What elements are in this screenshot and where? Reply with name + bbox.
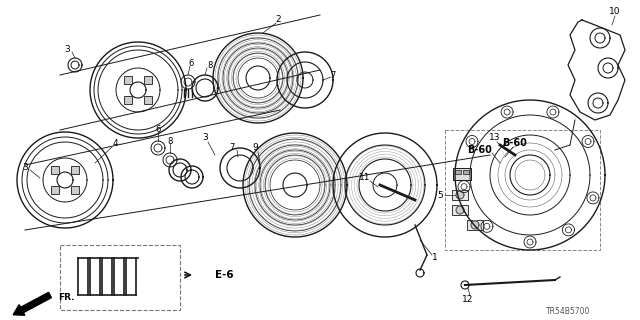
Text: FR.: FR.: [58, 293, 74, 302]
Bar: [445, 130, 600, 250]
Text: 3: 3: [64, 45, 70, 54]
Text: 13: 13: [489, 133, 500, 142]
Polygon shape: [456, 206, 464, 214]
Text: 9: 9: [252, 143, 258, 153]
Bar: [71, 186, 79, 194]
Bar: [453, 168, 471, 180]
Text: 6: 6: [156, 125, 161, 134]
Text: 10: 10: [609, 7, 621, 17]
Text: 4: 4: [112, 139, 118, 148]
Bar: [467, 220, 483, 230]
Text: E-6: E-6: [215, 270, 234, 280]
Polygon shape: [456, 191, 464, 199]
Bar: [51, 166, 59, 174]
Bar: [124, 96, 132, 104]
Text: 3: 3: [22, 163, 28, 172]
Bar: [463, 170, 469, 174]
Text: TR54B5700: TR54B5700: [546, 308, 590, 316]
FancyArrow shape: [13, 292, 51, 315]
Bar: [60, 245, 180, 310]
Bar: [144, 76, 152, 84]
Bar: [124, 76, 132, 84]
Text: 2: 2: [275, 15, 281, 25]
Text: B-60: B-60: [502, 138, 527, 148]
Text: 7: 7: [229, 143, 235, 153]
Text: 8: 8: [207, 61, 212, 70]
Text: 8: 8: [167, 138, 173, 147]
Text: 5: 5: [437, 190, 443, 199]
Text: 11: 11: [359, 173, 371, 182]
Bar: [144, 96, 152, 104]
Bar: [452, 190, 468, 200]
Text: 6: 6: [188, 60, 194, 68]
Bar: [71, 166, 79, 174]
Bar: [452, 205, 468, 215]
Text: B-60: B-60: [468, 145, 492, 155]
Bar: [51, 186, 59, 194]
Bar: [455, 170, 461, 174]
Text: 3: 3: [202, 133, 208, 142]
Text: 7: 7: [330, 70, 336, 79]
Text: 12: 12: [462, 294, 474, 303]
Polygon shape: [471, 221, 479, 229]
Text: 1: 1: [432, 253, 438, 262]
